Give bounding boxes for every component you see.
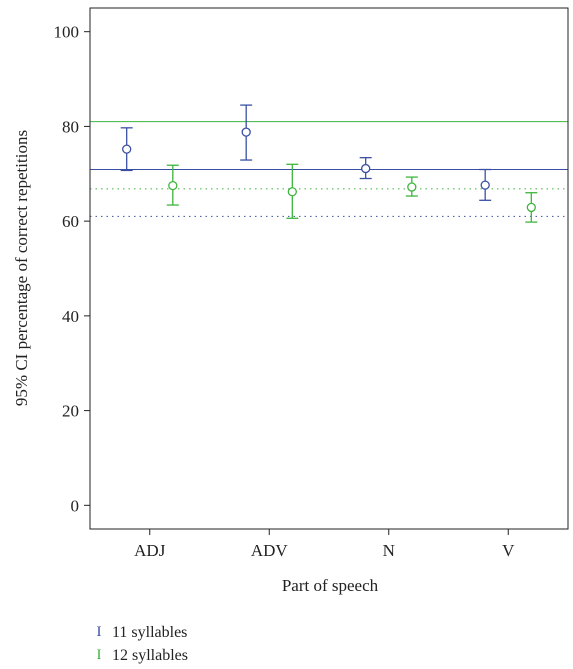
mean-marker <box>287 187 297 197</box>
mean-marker <box>526 202 536 213</box>
x-axis: ADJ ADV N V <box>134 529 515 560</box>
legend-item-12-syllables: I 12 syllables <box>92 644 189 667</box>
y-tick-label: 0 <box>71 496 80 515</box>
y-axis: 0 20 40 60 80 100 <box>54 23 90 515</box>
mean-marker <box>480 180 490 190</box>
x-tick-label: ADJ <box>134 541 166 560</box>
error-bar <box>120 127 133 172</box>
y-tick-label: 20 <box>62 402 79 421</box>
legend-errorbar-symbol: I <box>96 647 102 663</box>
x-axis-title: Part of speech <box>282 576 379 595</box>
reference-lines <box>90 121 568 217</box>
error-bar <box>479 168 492 201</box>
error-bar <box>525 192 538 223</box>
y-tick-label: 100 <box>54 23 80 42</box>
mean-marker <box>361 163 371 174</box>
y-axis-title: 95% CI percentage of correct repetitions <box>12 130 31 406</box>
error-bar <box>166 164 179 206</box>
x-tick-label: ADV <box>251 541 289 560</box>
mean-marker <box>122 144 132 154</box>
legend-errorbar-symbol: I <box>96 624 102 640</box>
error-bar <box>405 176 418 197</box>
legend-label: 11 syllables <box>112 623 188 641</box>
error-bar <box>240 104 253 161</box>
y-tick-label: 40 <box>62 307 79 326</box>
error-bars <box>120 104 538 223</box>
mean-marker <box>241 127 251 137</box>
y-tick-label: 60 <box>62 212 79 231</box>
x-tick-label: V <box>502 541 515 560</box>
mean-marker <box>407 182 417 192</box>
x-tick-label: N <box>383 541 395 560</box>
y-tick-label: 80 <box>62 117 79 136</box>
plot-frame <box>89 7 569 530</box>
error-bar <box>286 163 299 219</box>
legend-label: 12 syllables <box>112 646 188 664</box>
error-bar <box>359 157 372 180</box>
legend: I 11 syllables I 12 syllables <box>92 621 189 667</box>
mean-marker <box>168 180 178 191</box>
legend-item-11-syllables: I 11 syllables <box>92 621 188 644</box>
error-bar-chart: 0 20 40 60 80 100 ADJ ADV N V 95% CI percentage … <box>12 7 569 595</box>
